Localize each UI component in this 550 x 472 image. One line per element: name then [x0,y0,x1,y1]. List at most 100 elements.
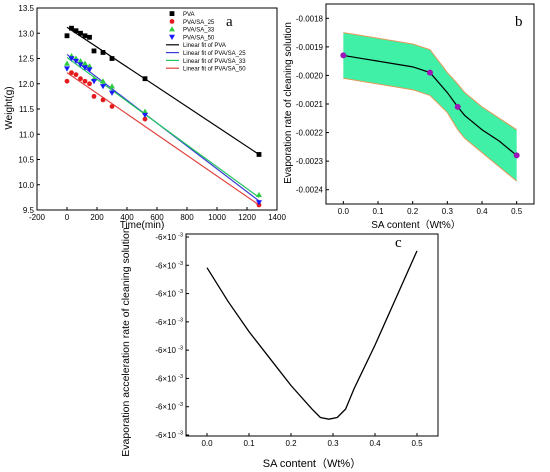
panel-b-fit-curve [343,54,518,156]
panel-a-weight-chart: a Time(min) Weight(g) -200 0 200 400 600 800 1… [4,4,286,231]
panel-a-ytick-label: 13.0 [18,29,34,38]
panel-a-point [82,60,88,66]
panel-a-point [77,58,84,64]
panel-c-ytick-exponent: -3 [178,317,183,323]
panel-a-point [256,152,262,157]
panel-a-legend-label: Linear fit of PVA/SA_25 [183,51,246,57]
panel-a-point [86,67,93,73]
panel-a-legend-label: PVA/SA_50 [183,35,215,41]
panel-a-point [87,81,92,87]
panel-c-xlabel: SA content（Wt%） [263,457,361,470]
panel-a-xtick-label: 1000 [208,213,226,222]
panel-a-point [142,108,148,114]
panel-b-plot-frame [325,3,535,205]
panel-a-ytick-label: 11.5 [19,105,35,114]
panel-c-ytick-exponent: -3 [178,374,183,380]
panel-a-legend-label: Linear fit of PVA [183,43,226,49]
panel-a-label: a [226,14,233,30]
panel-a-point [91,93,97,99]
panel-a-point [91,48,97,54]
panel-b-point [427,69,433,76]
panel-a-legend-label: Linear fit of PVA/SA_33 [183,59,246,65]
panel-a-xtick-label: 600 [150,213,164,222]
panel-b-ylabel: Evaporation rate of cleaning solution [283,22,294,184]
panel-c-ytick-label: -6×10 [155,374,176,383]
panel-c-label: c [395,235,402,251]
panel-a-legend-label: Linear fit of PVA/SA_50 [183,67,246,73]
panel-c-ytick-exponent: -3 [178,402,183,408]
panel-c-ytick-label: -6×10 [155,290,176,299]
panel-a-point [82,33,88,39]
panel-a-point [73,28,79,34]
panel-b-point [513,152,520,159]
panel-c-xtick-label: 0.2 [285,439,297,448]
panel-c-ytick-exponent: -3 [178,289,183,295]
panel-c-ytick-label: -6×10 [155,233,176,242]
panel-b-ytick-label: -0.0022 [296,129,324,138]
panel-a-ytick-label: 9.5 [23,206,35,215]
panel-a-ytick-label: 13.5 [18,4,34,13]
panel-b-label: b [515,14,523,30]
panel-b-xlabel: SA content（Wt%） [371,219,460,231]
panel-a-xtick-label: 200 [90,213,104,222]
panel-a-ytick-label: 12.0 [18,80,34,89]
panel-c-ytick-exponent: -3 [178,431,183,437]
panel-a-point [78,30,83,36]
panel-a-legend-marker [169,19,175,24]
panel-b-evaporation-rate-chart: b SA content（Wt%） Evaporation rate of cl… [283,3,535,231]
panel-c-xtick-label: 0.0 [201,439,213,448]
panel-a-point [100,78,106,84]
panel-a-point [91,79,97,85]
panel-b-ytick-label: -0.0020 [296,71,324,80]
panel-a-xtick-label: 1400 [268,213,286,222]
panel-b-xtick-label: 0.0 [338,207,350,216]
panel-a-fit-line [66,26,260,155]
panel-c-ytick-exponent: -3 [178,233,183,239]
panel-a-point [87,34,92,40]
panel-a-ylabel: Weight(g) [4,86,15,129]
panel-a-point [78,76,83,82]
panel-a-ytick-label: 12.5 [18,55,34,64]
panel-c-xtick-label: 0.3 [327,439,339,448]
panel-a-fit-line [66,72,260,206]
panel-a-xtick-label: 400 [120,213,134,222]
panel-c-ytick-label: -6×10 [155,318,176,327]
panel-c-ytick-label: -6×10 [155,346,176,355]
panel-a-fit-line [66,57,260,198]
panel-a-point [142,76,148,82]
panel-c-ytick-label: -6×10 [155,431,176,440]
panel-a-plot-frame [36,7,278,211]
panel-a-point [86,63,93,69]
panel-a-point [82,65,88,71]
panel-a-legend-marker [169,26,175,32]
panel-a-point [69,70,74,76]
panel-a-point [64,66,70,72]
panel-b-xtick-label: 0.1 [372,207,384,216]
panel-a-legend-label: PVA/SA_33 [183,28,215,34]
panel-b-band-upper-edge [343,32,517,131]
panel-b-point [340,52,347,59]
panel-b-ytick-label: -0.0021 [296,100,324,109]
panel-a-point [64,60,70,66]
panel-a-legend-label: PVA [183,12,195,18]
panel-a-legend-marker [169,11,175,16]
panel-a-xlabel: Time(min) [120,220,165,231]
panel-a-point [142,116,148,122]
panel-a-ytick-label: 10.5 [18,156,34,165]
panel-b-xtick-label: 0.5 [511,207,523,216]
panel-a-point [142,112,148,119]
panel-c-plot-frame [185,233,439,437]
panel-a-xtick-label: 1200 [238,213,256,222]
panel-c-xtick-label: 0.1 [243,439,255,448]
panel-c-ytick-exponent: -3 [178,261,183,267]
panel-a-ytick-label: 10.0 [18,181,34,190]
panel-a-point [100,84,106,90]
panel-b-ytick-label: -0.0018 [296,14,324,23]
panel-b-ytick-label: -0.0023 [296,157,324,166]
panel-a-point [73,58,79,65]
panel-a-point [73,72,79,78]
panel-b-band-lower-edge [343,77,517,182]
panel-c-ytick-label: -6×10 [155,261,176,270]
panel-b-confidence-band [343,32,517,182]
